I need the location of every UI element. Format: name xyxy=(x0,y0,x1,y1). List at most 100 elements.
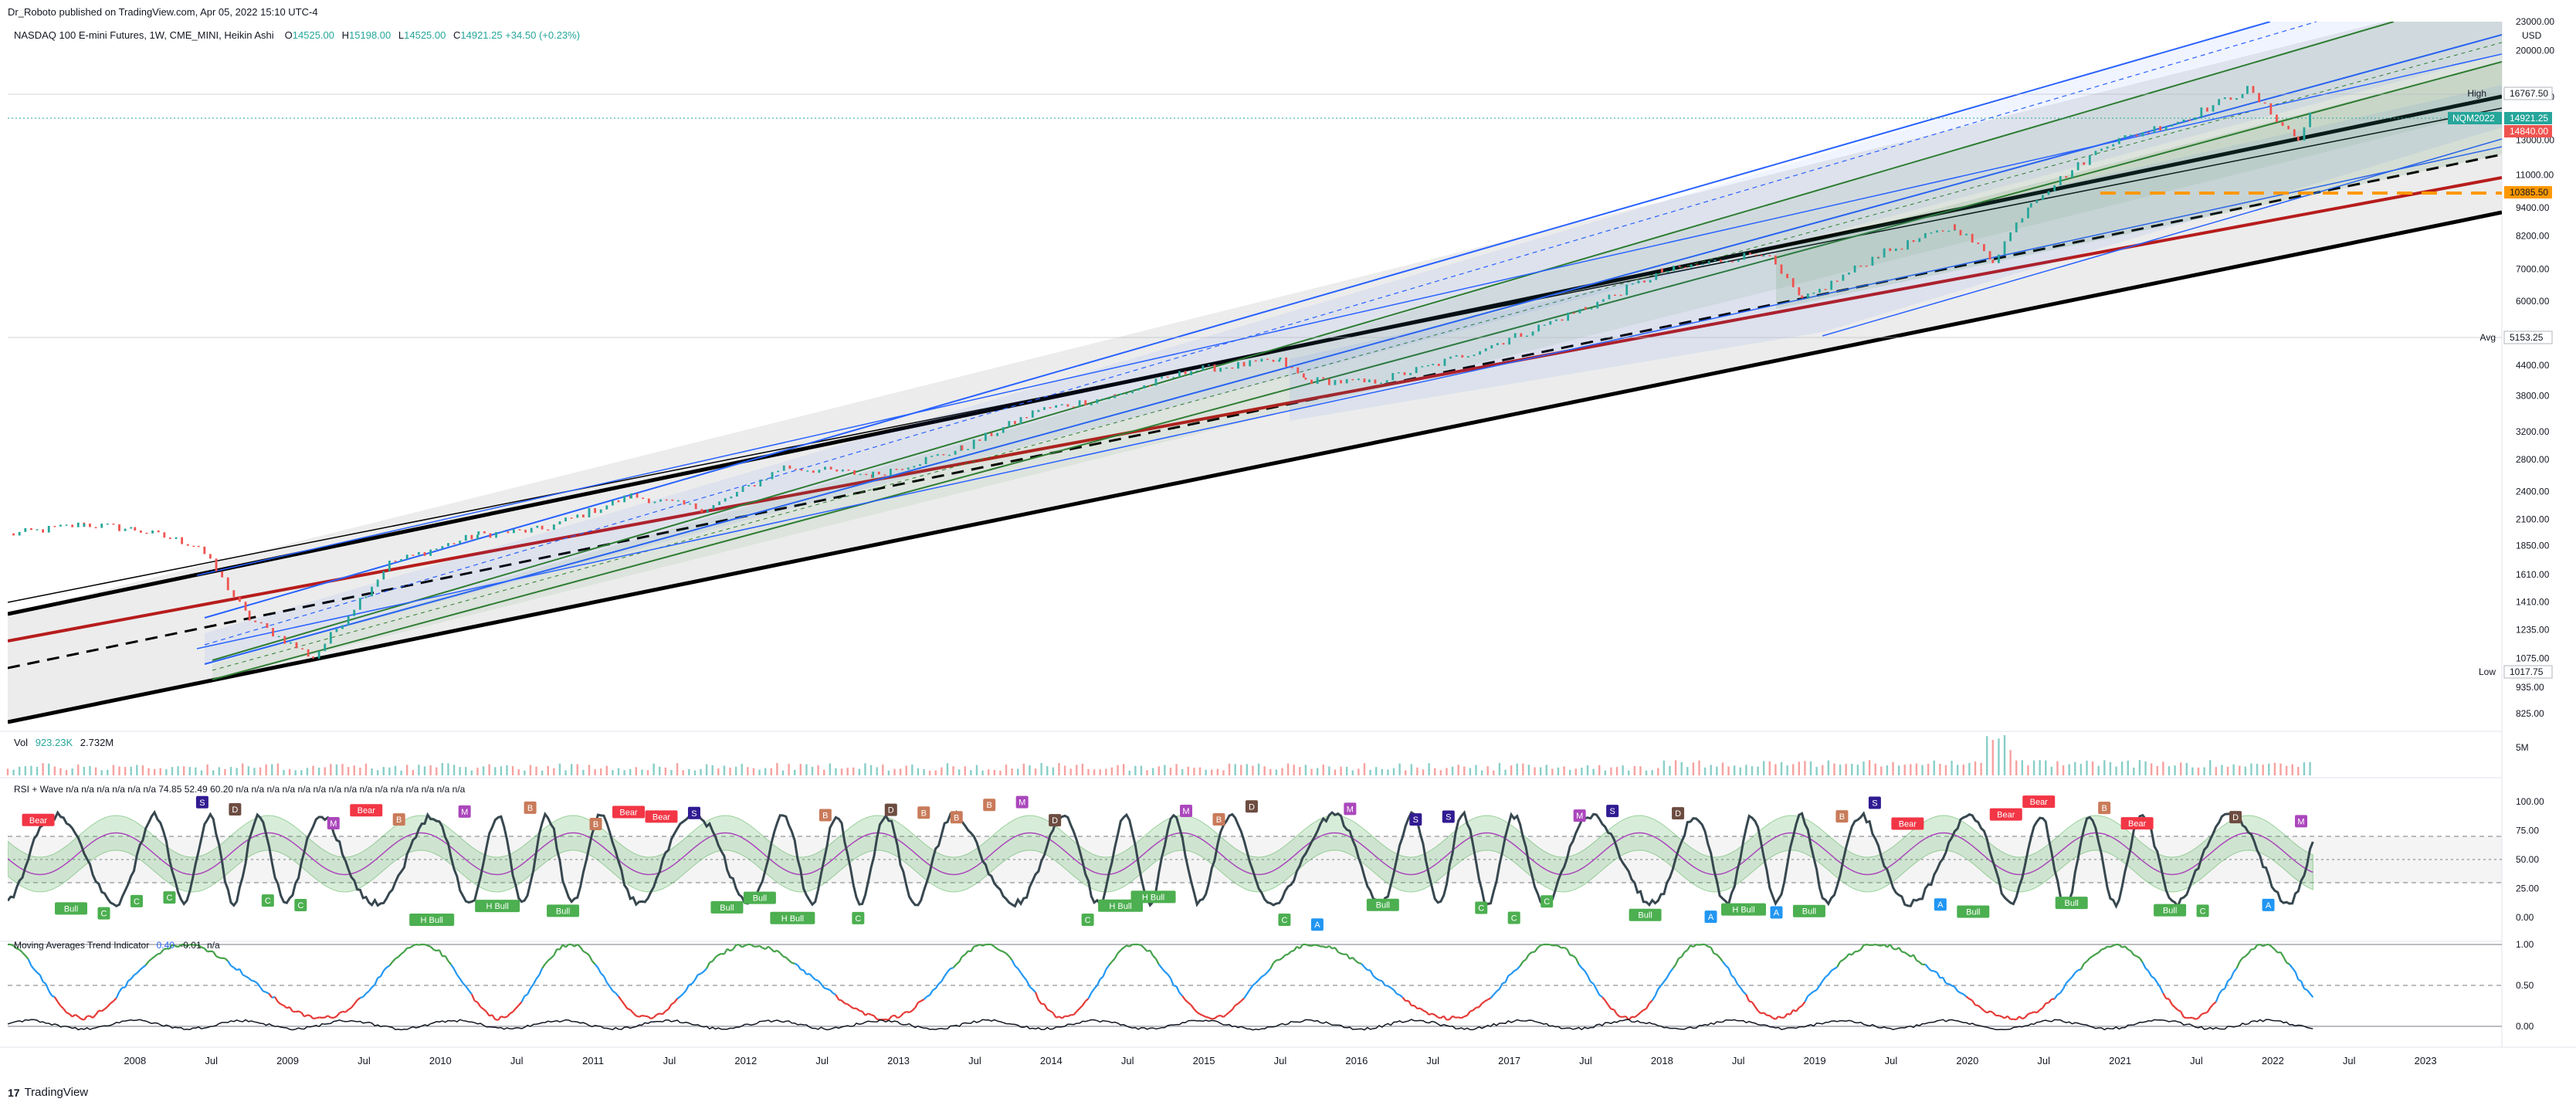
ha-candle xyxy=(1421,366,1424,368)
signal-badge-label: Bear xyxy=(2128,819,2147,829)
volume-bar xyxy=(2309,761,2311,775)
ha-candle xyxy=(412,554,415,556)
ma-trend-segment xyxy=(1666,971,1671,978)
ma-trend-segment xyxy=(1663,977,1668,982)
ha-candle xyxy=(1883,248,1886,258)
ma-trend-segment xyxy=(215,955,220,959)
volume-bar xyxy=(2191,767,2194,775)
volume-bar xyxy=(71,768,73,775)
volume-bar xyxy=(1786,765,1788,775)
ma-trend-segment xyxy=(1822,976,1826,982)
signal-badge: Bull xyxy=(1629,908,1662,921)
ma-trend-segment xyxy=(1507,973,1512,977)
volume-bar xyxy=(2221,765,2223,775)
ha-candle xyxy=(157,530,160,533)
volume-bar xyxy=(1944,765,1947,775)
volume-bar xyxy=(1063,765,1066,775)
volume-bar xyxy=(1428,763,1430,775)
ma-trend-segment xyxy=(700,971,704,975)
volume-bar xyxy=(999,770,1002,775)
volume-pane[interactable]: Vol 923.23K 2.732M 5M xyxy=(6,734,2529,775)
ha-candle xyxy=(990,432,993,436)
signal-badge-label: Bull xyxy=(2163,907,2177,916)
ma-trend-segment xyxy=(1214,1015,1219,1019)
ma-trend-segment xyxy=(198,944,202,948)
ma-trend-segment xyxy=(1778,1016,1782,1019)
ha-candle xyxy=(978,439,981,441)
ha-candle xyxy=(547,529,550,531)
volume-bar xyxy=(846,768,849,775)
volume-bar xyxy=(1669,765,1671,775)
ma-trend-segment xyxy=(1141,944,1145,949)
ha-candle xyxy=(364,596,368,598)
ma-trend-segment xyxy=(961,954,966,958)
ha-candle xyxy=(175,537,178,539)
price-pane[interactable] xyxy=(8,0,2502,724)
ma-trend-segment xyxy=(1851,951,1856,956)
ma-trend-segment xyxy=(2168,999,2173,1005)
volume-bar xyxy=(89,766,91,775)
ma-trend-segment xyxy=(1636,1012,1642,1016)
ma-trend-segment xyxy=(680,993,684,998)
signal-badge-label: C xyxy=(166,893,172,903)
ha-candle xyxy=(1555,319,1557,321)
ma-trend-segment xyxy=(171,944,176,947)
ma-trend-segment xyxy=(1974,1004,1978,1007)
ma-trend-segment xyxy=(427,944,432,948)
ha-candle xyxy=(1859,265,1863,267)
ma-trend-segment xyxy=(2141,961,2147,969)
volume-bar xyxy=(165,769,168,775)
ha-candle xyxy=(301,648,303,649)
signal-badge: B xyxy=(589,817,602,830)
volume-bar xyxy=(2285,765,2288,775)
ma-trend-segment xyxy=(251,979,255,982)
ma-trend-segment xyxy=(691,979,696,985)
ha-candle xyxy=(1437,364,1440,366)
wave-line xyxy=(8,832,2313,876)
volume-bar xyxy=(1586,765,1589,775)
ma-trend-segment xyxy=(1061,1015,1066,1019)
ha-candle xyxy=(671,499,674,501)
ma-trend-segment xyxy=(429,946,435,951)
ma-trend-segment xyxy=(550,955,555,959)
ha-candle xyxy=(100,524,103,528)
volume-bar xyxy=(993,769,996,775)
ma-trend-segment xyxy=(952,964,958,968)
volume-bar xyxy=(1663,760,1666,775)
ma-trend-segment xyxy=(2232,968,2238,973)
ha-candle xyxy=(1707,260,1710,264)
volume-bar xyxy=(500,766,503,775)
ha-candle xyxy=(83,524,86,527)
ha-candle xyxy=(2141,132,2144,137)
ma-trend-segment xyxy=(1311,944,1315,947)
ha-candle xyxy=(836,469,839,472)
ma-trend-segment xyxy=(27,958,32,966)
ha-candle xyxy=(1991,259,1995,263)
ma-trend-segment xyxy=(63,1008,67,1013)
volume-bar xyxy=(705,764,708,775)
ha-candle xyxy=(1113,394,1117,396)
ma-trend-segment xyxy=(391,958,396,963)
ma-trend-segment xyxy=(151,955,155,960)
ma-trend-segment xyxy=(453,968,458,975)
ma-trend-pane[interactable]: Moving Averages Trend Indicator 0.40 -0.… xyxy=(8,939,2534,1032)
price-tick-21: 825.00 xyxy=(2516,708,2544,719)
ma-trend-segment xyxy=(1437,1016,1442,1019)
volume-bar xyxy=(1751,766,1754,775)
price-axis[interactable]: 23000.0020000.0016000.0013000.0011000.00… xyxy=(2516,16,2554,719)
ma-trend-series xyxy=(8,943,2314,1031)
ma-trend-segment xyxy=(1945,982,1950,985)
ha-candle xyxy=(2042,195,2044,201)
signal-badge: S xyxy=(195,795,208,809)
ma-trend-segment xyxy=(932,987,937,992)
time-axis[interactable]: 2008 Jul 2009 Jul 2010 Jul 2011 Jul 2012 Jul 2013 J… xyxy=(124,1055,2436,1066)
volume-bar xyxy=(1892,761,1894,775)
signal-badge-label: B xyxy=(987,801,992,810)
ha-candle xyxy=(18,531,21,536)
price-tick-1: 20000.00 xyxy=(2516,46,2554,56)
ma-trend-segment xyxy=(1699,943,1703,946)
ma-trend-segment xyxy=(1525,954,1530,961)
ha-candle xyxy=(1473,354,1476,357)
